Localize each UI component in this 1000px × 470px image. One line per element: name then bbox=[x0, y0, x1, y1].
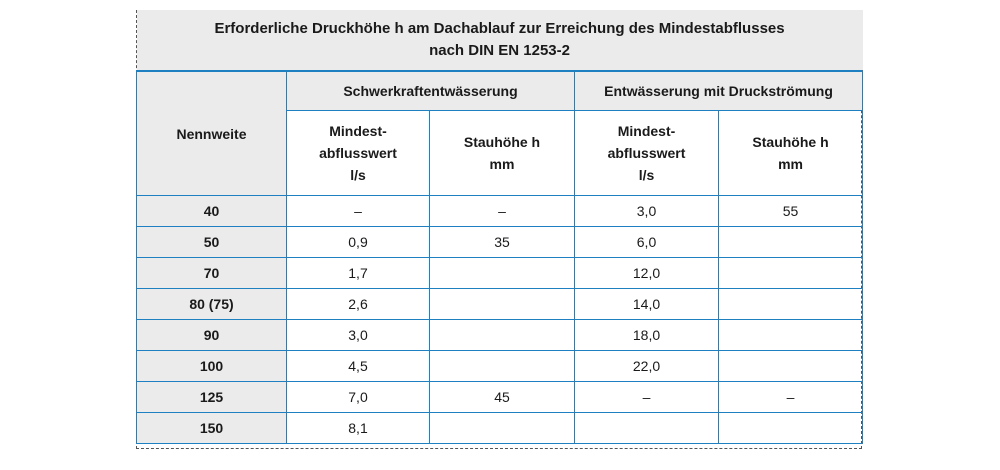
header-nennweite: Nennweite bbox=[136, 70, 287, 196]
cell-nennweite: 40 bbox=[136, 195, 287, 227]
cell-d-stau bbox=[717, 288, 864, 320]
header-min-line3: l/s bbox=[350, 167, 366, 183]
cell-nennweite: 125 bbox=[136, 381, 287, 413]
cell-nennweite: 80 (75) bbox=[136, 288, 287, 320]
header-group-druckstroemung: Entwässerung mit Druckströmung bbox=[573, 70, 864, 111]
cell-s-stau bbox=[429, 412, 575, 444]
table-row: 80 (75) 2,6 14,0 bbox=[136, 288, 864, 320]
cell-d-min: 22,0 bbox=[574, 350, 719, 382]
cell-s-stau: 45 bbox=[429, 381, 575, 413]
header-stau-line2: mm bbox=[778, 156, 803, 172]
cell-d-min: 3,0 bbox=[574, 195, 719, 227]
header-group-schwerkraft: Schwerkraftentwässerung bbox=[286, 70, 575, 111]
cell-s-stau: 35 bbox=[429, 226, 575, 258]
header-mindestabfluss-2: Mindest- abflusswert l/s bbox=[574, 110, 719, 196]
cell-d-stau bbox=[717, 257, 864, 289]
cell-nennweite: 100 bbox=[136, 350, 287, 382]
cell-d-min: 12,0 bbox=[574, 257, 719, 289]
cell-d-min: 6,0 bbox=[574, 226, 719, 258]
cell-s-min: 2,6 bbox=[286, 288, 430, 320]
table-title-line1: Erforderliche Druckhöhe h am Dachablauf … bbox=[214, 20, 785, 37]
table-title-line2: nach DIN EN 1253-2 bbox=[429, 42, 570, 59]
cell-s-min: 3,0 bbox=[286, 319, 430, 351]
cell-nennweite: 150 bbox=[136, 412, 287, 444]
drain-table: Erforderliche Druckhöhe h am Dachablauf … bbox=[136, 10, 864, 444]
cell-s-stau bbox=[429, 319, 575, 351]
cell-s-stau bbox=[429, 257, 575, 289]
cell-d-min bbox=[574, 412, 719, 444]
cell-s-stau: – bbox=[429, 195, 575, 227]
cell-nennweite: 70 bbox=[136, 257, 287, 289]
cell-d-stau: – bbox=[717, 381, 864, 413]
table-row: 50 0,9 35 6,0 bbox=[136, 226, 864, 258]
table-row: 90 3,0 18,0 bbox=[136, 319, 864, 351]
header-stauhoehe-2: Stauhöhe h mm bbox=[717, 110, 864, 196]
header-min-line1: Mindest- bbox=[617, 123, 676, 139]
header-min-line2: abflusswert bbox=[319, 145, 397, 161]
header-stau-line1: Stauhöhe h bbox=[752, 134, 829, 150]
header-min-line3: l/s bbox=[638, 167, 655, 183]
cell-nennweite: 50 bbox=[136, 226, 287, 258]
cell-d-stau bbox=[717, 226, 864, 258]
cell-d-stau bbox=[717, 412, 864, 444]
cell-d-stau: 55 bbox=[717, 195, 864, 227]
cell-d-min: 14,0 bbox=[574, 288, 719, 320]
header-stau-line1: Stauhöhe h bbox=[463, 134, 541, 150]
cell-s-min: 7,0 bbox=[286, 381, 430, 413]
cell-s-min: – bbox=[286, 195, 430, 227]
table-row: 150 8,1 bbox=[136, 412, 864, 444]
table-row: 125 7,0 45 – – bbox=[136, 381, 864, 413]
header-stauhoehe-1: Stauhöhe h mm bbox=[429, 110, 575, 196]
cell-s-min: 8,1 bbox=[286, 412, 430, 444]
cell-s-min: 1,7 bbox=[286, 257, 430, 289]
table-row: 40 – – 3,0 55 bbox=[136, 195, 864, 227]
cell-d-min: 18,0 bbox=[574, 319, 719, 351]
table-row: 100 4,5 22,0 bbox=[136, 350, 864, 382]
cell-d-stau bbox=[717, 350, 864, 382]
table-row: 70 1,7 12,0 bbox=[136, 257, 864, 289]
cell-d-stau bbox=[717, 319, 864, 351]
header-min-line2: abflusswert bbox=[607, 145, 686, 161]
cell-s-stau bbox=[429, 350, 575, 382]
cell-nennweite: 90 bbox=[136, 319, 287, 351]
cell-d-min: – bbox=[574, 381, 719, 413]
table-title: Erforderliche Druckhöhe h am Dachablauf … bbox=[136, 10, 863, 72]
cell-s-min: 0,9 bbox=[286, 226, 430, 258]
cell-s-stau bbox=[429, 288, 575, 320]
header-mindestabfluss-1: Mindest- abflusswert l/s bbox=[286, 110, 430, 196]
cell-s-min: 4,5 bbox=[286, 350, 430, 382]
header-min-line1: Mindest- bbox=[329, 123, 387, 139]
header-stau-line2: mm bbox=[489, 156, 515, 172]
